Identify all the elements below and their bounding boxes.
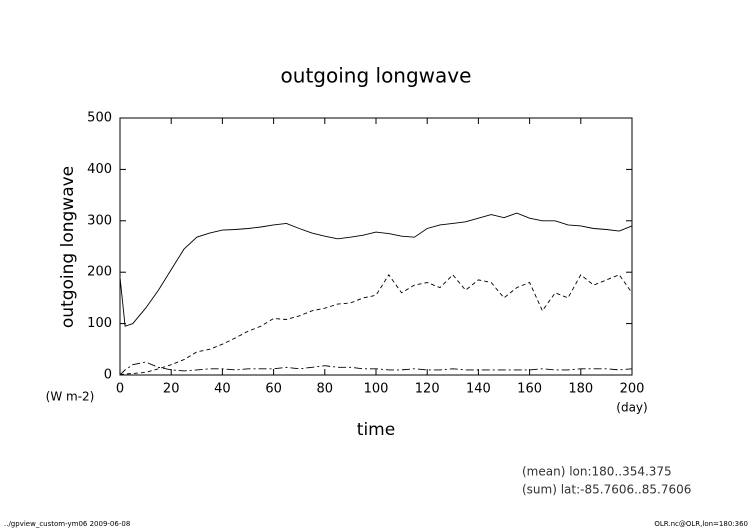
x-tick-label: 200 [620,382,645,397]
chart-title: outgoing longwave [281,64,472,88]
series-line [119,273,633,376]
x-tick-label: 20 [163,382,180,397]
y-tick-label: 0 [104,368,112,383]
annotation: (mean) lon:180..354.375 [522,465,672,479]
y-tick-label: 300 [87,213,112,228]
y-tick-label: 400 [87,162,112,177]
x-tick-label: 120 [415,382,440,397]
x-tick-label: 0 [116,382,124,397]
series-line [119,212,633,327]
x-tick-label: 100 [364,382,389,397]
annotation: (sum) lat:-85.7606..85.7606 [522,483,691,497]
x-unit: (day) [616,401,647,415]
x-tick-label: 40 [214,382,231,397]
footer: OLR.nc@OLR,lon=180:360 [654,520,748,528]
x-tick-label: 140 [466,382,491,397]
y-tick-label: 100 [87,316,112,331]
x-tick-label: 180 [568,382,593,397]
y-axis-label: outgoing longwave [58,166,78,328]
y-tick-label: 200 [87,265,112,280]
y-unit: (W m-2) [46,390,95,404]
footer: ../gpview_custom-ym06 2009-06-08 [4,520,130,528]
x-axis-label: time [357,420,395,440]
y-tick-label: 500 [87,111,112,126]
x-tick-label: 80 [317,382,334,397]
plot-frame [119,117,633,376]
x-tick-label: 160 [517,382,542,397]
x-tick-label: 60 [265,382,282,397]
